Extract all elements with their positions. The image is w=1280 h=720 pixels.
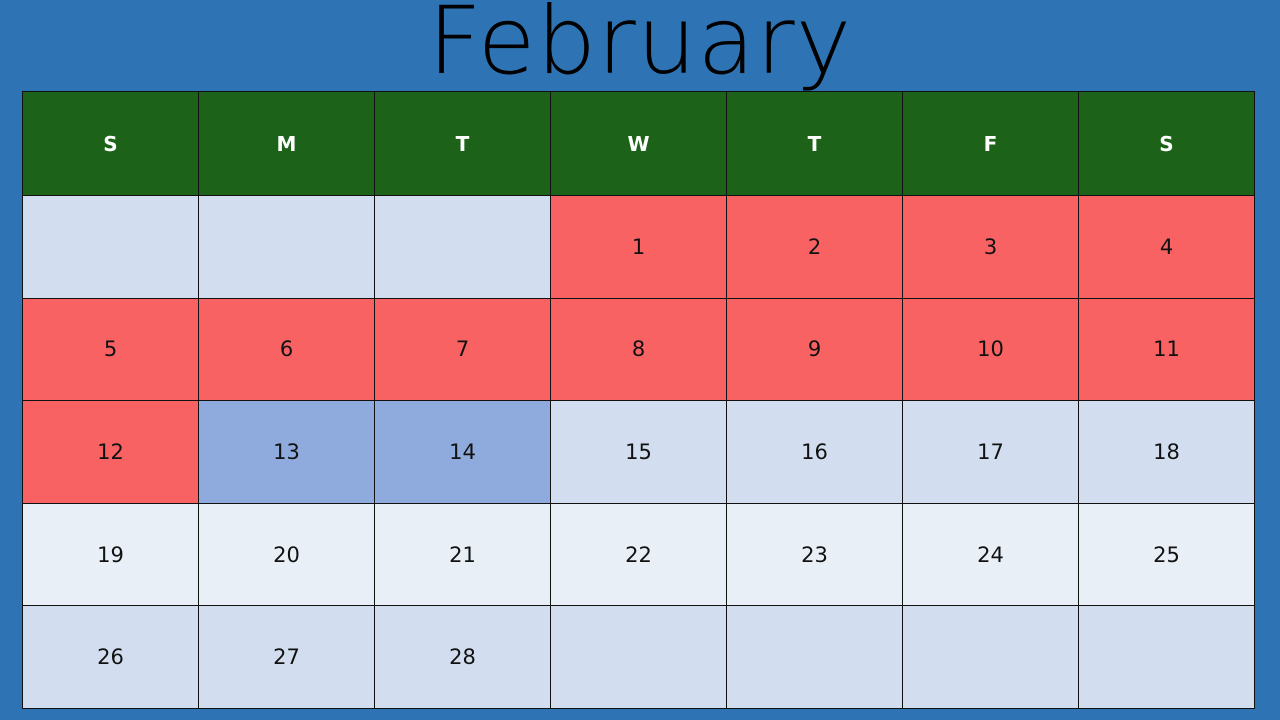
weekday-header-tue: T [375,92,551,196]
day-cell: 1 [551,196,727,299]
day-cell-empty [903,606,1079,709]
day-cell: 23 [727,503,903,607]
weekday-header-fri: F [903,92,1079,196]
day-cell: 22 [551,503,727,607]
day-cell: 19 [23,503,199,607]
day-cell-empty [551,606,727,709]
weekday-header-mon: M [199,92,375,196]
day-cell: 4 [1079,196,1255,299]
day-cell: 8 [551,298,727,402]
day-cell: 11 [1079,298,1255,402]
day-cell: 18 [1079,401,1255,504]
day-cell: 14 [375,401,551,504]
calendar-grid: S M T W T F S 1 2 3 4 5 6 7 8 9 10 11 12… [22,91,1255,709]
day-cell: 15 [551,401,727,504]
day-cell: 28 [375,606,551,709]
weekday-header-wed: W [551,92,727,196]
day-cell: 13 [199,401,375,504]
day-cell: 10 [903,298,1079,402]
day-cell: 25 [1079,503,1255,607]
day-cell: 6 [199,298,375,402]
day-cell: 24 [903,503,1079,607]
weekday-header-thu: T [727,92,903,196]
day-cell: 3 [903,196,1079,299]
day-cell: 27 [199,606,375,709]
day-cell: 16 [727,401,903,504]
month-title: February [427,0,853,96]
day-cell: 20 [199,503,375,607]
day-cell-empty [23,196,199,299]
day-cell: 2 [727,196,903,299]
day-cell: 26 [23,606,199,709]
day-cell-empty [375,196,551,299]
day-cell-empty [1079,606,1255,709]
day-cell: 5 [23,298,199,402]
weekday-header-sun: S [23,92,199,196]
day-cell-empty [727,606,903,709]
day-cell: 12 [23,401,199,504]
day-cell: 17 [903,401,1079,504]
day-cell-empty [199,196,375,299]
weekday-header-sat: S [1079,92,1255,196]
day-cell: 7 [375,298,551,402]
day-cell: 21 [375,503,551,607]
day-cell: 9 [727,298,903,402]
